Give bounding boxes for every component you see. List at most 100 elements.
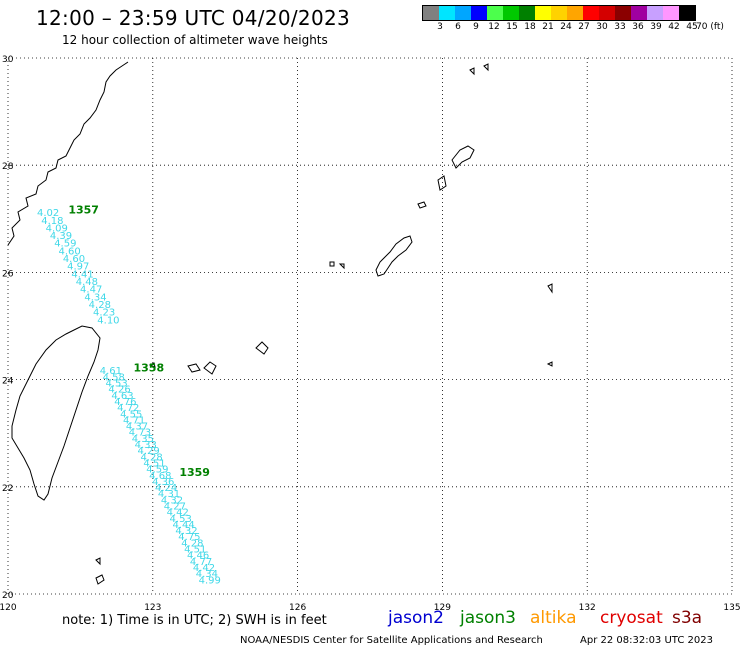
colorbar-label: 18 [524,22,536,32]
colorbar-swatch [519,6,535,20]
coastline [255,341,269,355]
track-number-label: 1357 [68,203,99,216]
y-tick-label: 28 [2,162,14,172]
coastline [451,145,475,169]
footer-note: note: 1) Time is in UTC; 2) SWH is in fe… [62,613,327,628]
wave-height-value: 4.24 [155,483,177,494]
wave-height-value: 4.09 [46,223,68,234]
colorbar-swatch [487,6,503,20]
track-number-label: 1359 [179,466,210,479]
wave-height-value: 4.77 [190,557,212,568]
coastline [547,283,553,294]
wave-height-value: 4.48 [76,277,98,288]
colorbar-label: 15 [506,22,518,32]
colorbar-label: 39 [650,22,662,32]
colorbar-swatch [535,6,551,20]
wave-height-value: 4.31 [158,489,180,500]
coastlines [7,61,553,585]
wave-height-value: 4.34 [84,292,106,303]
wave-height-value: 4.59 [54,239,76,250]
satellite-legend-cryosat: cryosat [600,608,663,628]
axis-tick-labels: 120 123 126 129 132 135 30 28 26 24 22 20 [0,55,740,613]
colorbar-label: 9 [473,22,479,32]
wave-height-value: 4.73 [129,428,151,439]
wave-height-value: 4.42 [193,563,215,574]
track-number-labels: 1357 1358 1359 [68,203,210,479]
wave-height-value: 4.32 [175,526,197,537]
coastline [95,557,101,566]
coastline [11,325,101,501]
colorbar-swatch [551,6,567,20]
satellite-legend-altika: altika [530,608,577,628]
coastline [469,67,475,76]
wave-height-value: 4.97 [67,262,89,273]
wave-height-value: 4.60 [59,246,81,257]
x-tick-label: 132 [579,603,596,613]
x-tick-label: 123 [144,603,161,613]
y-tick-label: 26 [2,269,14,279]
coastline [187,363,201,373]
colorbar-swatch [439,6,455,20]
wave-height-value: 4.35 [132,434,154,445]
coastline [338,263,345,270]
wave-height-value: 4.53 [170,514,192,525]
wave-height-value: 4.72 [117,403,139,414]
colorbar-swatch [583,6,599,20]
wave-height-value: 4.02 [37,208,59,219]
colorbar-swatch [455,6,471,20]
wave-height-value: 4.55 [120,409,142,420]
y-tick-label: 22 [2,484,13,494]
wave-height-value: 4.63 [111,391,133,402]
colorbar-swatch [631,6,647,20]
wave-height-value: 4.53 [106,379,128,390]
colorbar-label: 6 [455,22,461,32]
footer-timestamp: Apr 22 08:32:03 UTC 2023 [580,635,713,646]
colorbar-swatch [647,6,663,20]
y-tick-label: 30 [2,55,14,65]
colorbar-swatch [567,6,583,20]
wave-height-value: 4.28 [181,538,203,549]
x-tick-label: 129 [434,603,451,613]
wave-height-value: 4.39 [50,231,72,242]
colorbar-swatch [663,6,679,20]
wave-height-value: 4.28 [140,452,162,463]
colorbar-label: 27 [578,22,590,32]
wave-height-value: 4.61 [100,366,122,377]
wave-height-value: 4.10 [97,315,119,326]
coastline [7,61,129,246]
colorbar-swatch [503,6,519,20]
satellite-legend-s3a: s3a [672,608,703,628]
coastline [546,361,553,367]
y-tick-label: 20 [2,591,14,601]
colorbar-label: 45 [686,22,698,32]
coastline [203,361,217,375]
colorbar-label: 42 [668,22,680,32]
colorbar-label: 36 [632,22,644,32]
wave-height-value: 4.33 [135,440,157,451]
colorbar-labels: 3 6 9 12 15 18 21 24 27 30 33 36 39 42 45 70 (ft) [422,22,740,34]
coastline [329,261,335,267]
wave-height-value: 4.60 [63,254,85,265]
wave-height-value: 4.46 [187,551,209,562]
wave-height-value: 4.34 [196,569,218,580]
wave-height-value: 4.47 [80,285,102,296]
wave-height-value: 4.32 [161,495,183,506]
colorbar-swatch [599,6,615,20]
wave-height-value: 4.68 [149,471,171,482]
track-number-label: 1358 [133,362,164,375]
wave-height-value: 4.23 [93,308,115,319]
wave-height-value: 4.18 [41,216,63,227]
coastline [417,201,427,209]
colorbar-label: 12 [488,22,500,32]
wave-height-value: 4.42 [167,508,189,519]
wave-height-value: 4.75 [178,532,200,543]
wave-height-value: 4.51 [184,545,206,556]
coastline [483,63,489,72]
wave-height-value: 4.51 [143,458,165,469]
satellite-tracks: 4.024.184.094.394.594.604.604.974.414.48… [37,208,221,586]
colorbar-swatch [423,6,439,20]
wave-height-value: 4.28 [89,300,111,311]
x-tick-label: 120 [0,603,17,613]
wave-height-value: 4.76 [114,397,136,408]
